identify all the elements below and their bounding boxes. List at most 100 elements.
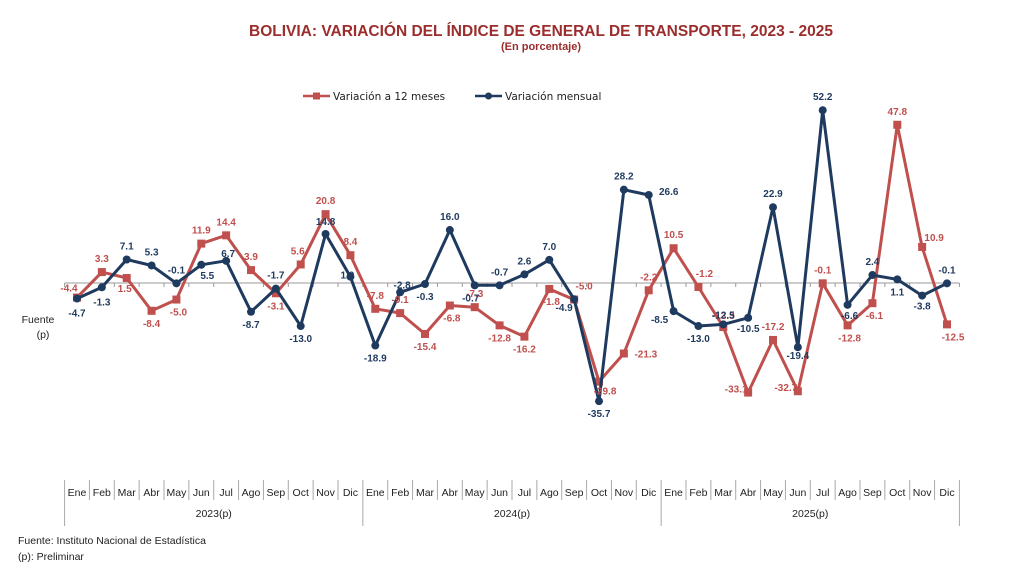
data-point-12-meses bbox=[470, 303, 479, 312]
x-tick-label: Ene bbox=[68, 487, 87, 499]
x-year-group-label: 2024(p) bbox=[494, 508, 530, 520]
x-tick-label: Mar bbox=[118, 487, 137, 499]
data-point-mensual bbox=[769, 203, 777, 212]
x-tick-label: Sep bbox=[863, 487, 882, 499]
data-label-mensual: -12.5 bbox=[712, 310, 735, 321]
series-line-12-meses bbox=[75, 123, 949, 395]
data-label-mensual: 6.7 bbox=[221, 249, 235, 260]
data-point-12-meses bbox=[818, 279, 827, 288]
data-point-12-meses bbox=[520, 332, 529, 341]
data-label-12-meses: -17.2 bbox=[762, 322, 785, 333]
legend-item-mensual: Variación mensual bbox=[475, 91, 601, 103]
side-label-p: (p) bbox=[37, 329, 50, 341]
data-point-mensual bbox=[445, 226, 454, 235]
data-point-12-meses bbox=[943, 320, 951, 329]
data-label-mensual: -8.7 bbox=[242, 320, 260, 331]
data-label-mensual: -13.0 bbox=[687, 334, 710, 345]
data-label-12-meses: -29.8 bbox=[594, 387, 617, 398]
data-label-mensual: 5.5 bbox=[200, 271, 214, 282]
data-label-12-meses: 11.9 bbox=[192, 226, 211, 237]
legend: Variación a 12 meses Variación mensual bbox=[303, 91, 601, 103]
data-label-mensual: -0.1 bbox=[938, 265, 956, 276]
data-point-mensual bbox=[421, 279, 429, 288]
data-point-mensual bbox=[122, 255, 131, 264]
data-label-12-meses: -16.2 bbox=[513, 345, 536, 356]
data-point-mensual bbox=[346, 272, 355, 281]
x-tick-label: Nov bbox=[913, 487, 932, 499]
data-label-mensual: -0.7 bbox=[462, 293, 480, 304]
x-tick-label: Nov bbox=[316, 487, 335, 499]
data-point-12-meses bbox=[445, 301, 454, 310]
series-line-mensual bbox=[76, 108, 948, 403]
data-point-mensual bbox=[595, 397, 603, 406]
data-label-12-meses: -7.3 bbox=[466, 289, 484, 300]
data-label-12-meses: -33.1 bbox=[725, 385, 748, 396]
x-tick-label: Jun bbox=[491, 487, 508, 499]
x-tick-label: Ago bbox=[838, 487, 857, 499]
data-label-mensual: -1.7 bbox=[267, 271, 285, 282]
data-label-mensual: -13.0 bbox=[289, 334, 312, 345]
data-point-12-meses bbox=[644, 286, 653, 295]
x-tick-label: Oct bbox=[591, 487, 607, 499]
data-point-mensual bbox=[893, 275, 902, 284]
x-year-group-label: 2023(p) bbox=[196, 508, 232, 520]
data-point-mensual bbox=[793, 343, 802, 352]
x-tick-label: Dic bbox=[641, 487, 656, 499]
x-tick-label: Ene bbox=[664, 487, 683, 499]
x-tick-label: May bbox=[763, 487, 784, 499]
data-label-12-meses: -1.8 bbox=[543, 297, 561, 308]
data-label-mensual: -8.5 bbox=[651, 315, 669, 326]
data-point-12-meses bbox=[793, 387, 802, 396]
data-label-12-meses: -8.4 bbox=[143, 319, 161, 330]
data-point-12-meses bbox=[222, 231, 231, 240]
x-tick-label: Mar bbox=[714, 487, 733, 499]
data-label-12-meses: -6.1 bbox=[866, 311, 884, 322]
data-point-12-meses bbox=[669, 244, 678, 253]
data-point-12-meses bbox=[843, 321, 852, 330]
data-label-mensual: 1.1 bbox=[890, 287, 904, 298]
data-label-mensual: 5.3 bbox=[145, 247, 159, 258]
data-point-12-meses bbox=[247, 266, 255, 275]
x-tick-label: Jul bbox=[816, 487, 829, 499]
data-label-mensual: -0.1 bbox=[168, 265, 186, 276]
data-label-mensual: -19.4 bbox=[786, 351, 809, 362]
data-point-mensual bbox=[619, 185, 628, 194]
x-tick-label: Jun bbox=[789, 487, 806, 499]
data-point-12-meses bbox=[271, 289, 280, 298]
data-label-12-meses: -15.4 bbox=[414, 342, 437, 353]
data-label-mensual: 2.6 bbox=[517, 256, 531, 267]
data-point-mensual bbox=[396, 288, 405, 297]
x-tick-label: Ene bbox=[366, 487, 385, 499]
data-label-12-meses: 1.5 bbox=[118, 284, 132, 295]
data-label-mensual: -10.5 bbox=[737, 324, 760, 335]
data-label-mensual: -6.6 bbox=[841, 311, 859, 322]
x-tick-label: Ago bbox=[242, 487, 261, 499]
data-point-12-meses bbox=[97, 268, 106, 277]
data-point-mensual bbox=[719, 320, 728, 329]
data-point-mensual bbox=[520, 270, 529, 279]
data-label-mensual: -0.7 bbox=[491, 267, 509, 278]
data-label-12-meses: -4.4 bbox=[60, 284, 78, 295]
legend-label: Variación mensual bbox=[505, 91, 601, 103]
footnote-source: Fuente: Instituto Nacional de Estadístic… bbox=[18, 535, 206, 547]
legend-label: Variación a 12 meses bbox=[333, 91, 445, 103]
side-label-fuente: Fuente bbox=[22, 314, 55, 326]
data-label-mensual: -4.7 bbox=[68, 309, 86, 320]
data-labels: -4.4 3.3 1.5 -8.4 -5.0 11.9 14.4 3.9 -3.1 5.6 20.8… bbox=[60, 92, 964, 420]
data-label-mensual: 52.2 bbox=[813, 92, 833, 103]
data-point-mensual bbox=[669, 307, 678, 316]
series-lines bbox=[73, 106, 951, 406]
data-point-mensual bbox=[296, 322, 305, 331]
data-point-mensual bbox=[943, 279, 951, 288]
x-tick-label: May bbox=[465, 487, 486, 499]
data-point-12-meses bbox=[172, 295, 181, 304]
data-label-12-meses: -13.3 bbox=[712, 311, 735, 322]
data-point-12-meses bbox=[893, 120, 902, 129]
data-label-12-meses: 5.6 bbox=[291, 246, 305, 257]
data-point-mensual bbox=[470, 281, 479, 290]
data-label-mensual: -3.8 bbox=[914, 302, 932, 313]
data-label-mensual: -0.3 bbox=[416, 292, 434, 303]
data-label-12-meses: 10.9 bbox=[924, 233, 944, 244]
data-point-mensual bbox=[918, 291, 927, 300]
x-tick-label: Oct bbox=[889, 487, 905, 499]
